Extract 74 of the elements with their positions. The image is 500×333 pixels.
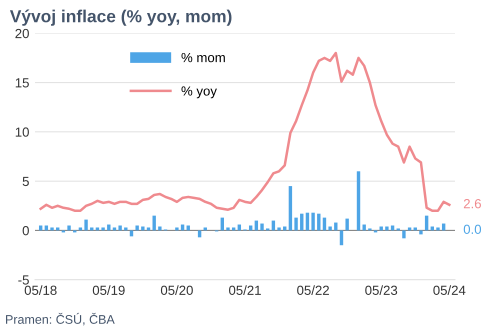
chart-title: Vývoj inflace (% yoy, mom) <box>10 9 232 26</box>
line-series <box>39 52 451 212</box>
bar <box>424 216 428 230</box>
x-tick-label: 05/19 <box>92 285 125 295</box>
bar <box>300 214 304 230</box>
bar <box>408 227 412 230</box>
bar <box>96 227 100 230</box>
bar <box>390 226 394 230</box>
bar <box>67 226 71 230</box>
annotation: 0.0 <box>464 224 482 234</box>
x-tick-label: 05/21 <box>229 285 261 295</box>
x-tick-label: 05/20 <box>160 285 193 295</box>
bar <box>238 224 242 230</box>
bar <box>101 227 105 230</box>
bar <box>158 226 162 230</box>
annotation: 2.6 <box>464 199 481 208</box>
bar <box>220 218 224 230</box>
bar <box>90 227 94 230</box>
legend-label: % yoy <box>181 86 217 98</box>
bar <box>135 226 139 230</box>
bar <box>44 226 48 230</box>
bar <box>436 227 440 230</box>
y-tick-label: -5 <box>18 275 29 285</box>
bar <box>288 186 292 230</box>
x-tick-label: 05/23 <box>365 285 398 295</box>
bar <box>317 214 320 230</box>
bar <box>283 226 286 230</box>
y-tick-label: 10 <box>16 127 29 137</box>
bar <box>419 230 423 234</box>
bar <box>118 226 122 230</box>
text: Pramen: ČSÚ, ČBA <box>6 312 115 326</box>
bar <box>112 227 116 230</box>
bar <box>226 227 230 230</box>
bar <box>277 227 281 230</box>
bar <box>175 227 179 230</box>
bar <box>442 224 446 230</box>
bar <box>385 226 389 230</box>
bar <box>430 226 434 230</box>
bar <box>345 218 349 230</box>
bar <box>146 227 150 230</box>
bar <box>152 216 156 230</box>
bar <box>38 226 42 230</box>
y-tick-label: 20 <box>15 28 29 38</box>
legend-label: % mom <box>181 52 225 62</box>
bar <box>248 226 252 230</box>
bar <box>198 230 202 238</box>
bar <box>402 230 406 238</box>
bar <box>328 226 332 230</box>
bar <box>294 218 298 230</box>
bar <box>56 227 60 230</box>
bar <box>180 224 184 230</box>
y-tick-label: 5 <box>22 176 29 186</box>
bar <box>414 227 417 230</box>
y-tick-label: 0 <box>22 226 29 236</box>
bar <box>311 212 315 230</box>
bar <box>232 227 236 230</box>
bar <box>254 220 258 230</box>
bar <box>50 227 54 230</box>
bar <box>380 226 383 230</box>
y-tick-label: 15 <box>16 78 29 88</box>
bar <box>107 224 110 230</box>
bar <box>272 220 276 230</box>
bar <box>141 226 145 230</box>
x-tick-label: 05/22 <box>297 285 329 295</box>
bar <box>84 220 88 230</box>
bar <box>362 224 366 230</box>
x-tick-label: 05/18 <box>24 285 57 295</box>
bar <box>186 226 190 230</box>
bar <box>204 227 207 230</box>
bar <box>78 227 82 230</box>
x-tick-label: 05/24 <box>433 285 466 295</box>
bar <box>124 227 128 230</box>
bar <box>334 222 338 230</box>
bar <box>306 212 310 230</box>
